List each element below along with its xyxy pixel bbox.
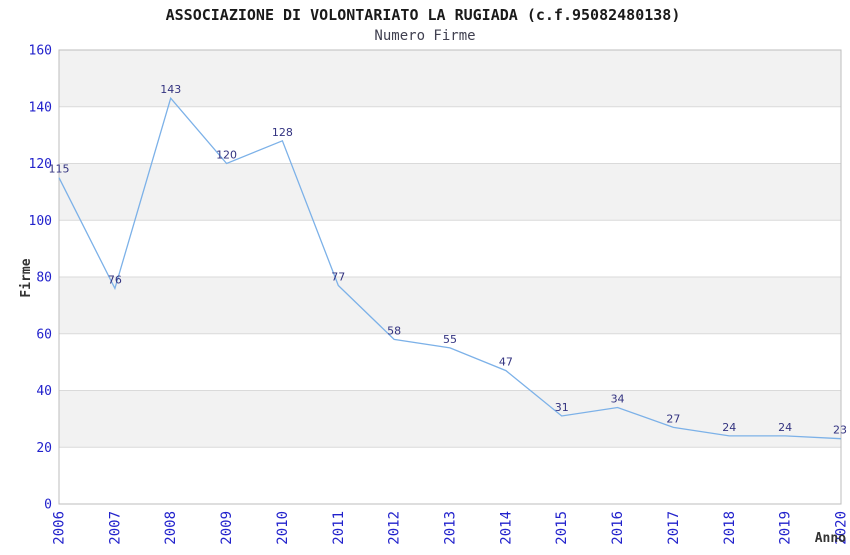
x-tick-label: 2007 [107,511,123,545]
data-point-label: 34 [611,393,625,406]
data-point-label: 77 [331,271,345,284]
chart-title: ASSOCIAZIONE DI VOLONTARIATO LA RUGIADA … [166,6,681,24]
plot-band [59,333,841,391]
plot-border-layer [58,49,842,505]
x-tick-label: 2020 [834,511,850,545]
x-tick-label: 2019 [778,511,794,545]
plot-band [59,277,841,334]
x-axis-title: Anno [815,531,846,546]
plot-band [59,220,841,277]
data-point-label: 23 [833,424,847,437]
plot-band [59,447,841,504]
x-tick-label: 2015 [554,511,570,545]
plot-band [59,50,841,107]
x-tick-label: 2013 [443,511,459,545]
y-tick-label: 20 [36,441,52,456]
x-tick-label: 2014 [498,511,514,545]
x-tick-label: 2018 [722,511,738,545]
x-tick-label: 2008 [163,511,179,545]
y-tick-label: 60 [36,327,52,342]
data-labels-layer: 115 76 143 120 128 77 58 55 47 31 34 27 24 24 23 [49,83,848,437]
data-point-label: 115 [49,163,70,176]
x-tick-label: 2012 [387,511,403,545]
x-tick-label: 2006 [52,511,68,545]
x-tick-label: 2010 [275,511,291,545]
plot-band [59,163,841,221]
y-axis-title: Firme [19,258,34,297]
data-point-label: 27 [666,412,680,425]
data-point-label: 128 [272,126,293,139]
axis-ticks-layer: 0 20 40 60 80 100 120 140 160 2006 2007 2008 2009 201… [29,44,850,545]
data-point-label: 58 [387,324,401,337]
x-tick-label: 2011 [331,511,347,545]
data-point-label: 24 [722,421,736,434]
y-tick-label: 120 [29,157,52,172]
plot-band [59,390,841,448]
plot-band [59,106,841,164]
chart-subtitle: Numero Firme [374,28,475,44]
x-tick-label: 2016 [610,511,626,545]
y-tick-label: 40 [36,384,52,399]
x-tick-label: 2017 [666,511,682,545]
plot-border [58,49,842,505]
data-point-label: 76 [108,273,122,286]
plot-bands-layer [59,50,841,504]
y-tick-label: 160 [29,44,52,59]
y-tick-label: 0 [44,498,52,513]
data-point-label: 24 [778,421,792,434]
series-line [58,96,842,440]
y-tick-label: 80 [36,271,52,286]
y-tick-label: 140 [29,100,52,115]
series-layer [58,96,842,440]
data-point-label: 143 [160,83,181,96]
data-point-label: 120 [216,149,237,162]
data-point-label: 55 [443,333,457,346]
y-tick-label: 100 [29,214,52,229]
x-tick-label: 2009 [219,511,235,545]
data-point-label: 31 [555,401,569,414]
data-point-label: 47 [499,356,513,369]
